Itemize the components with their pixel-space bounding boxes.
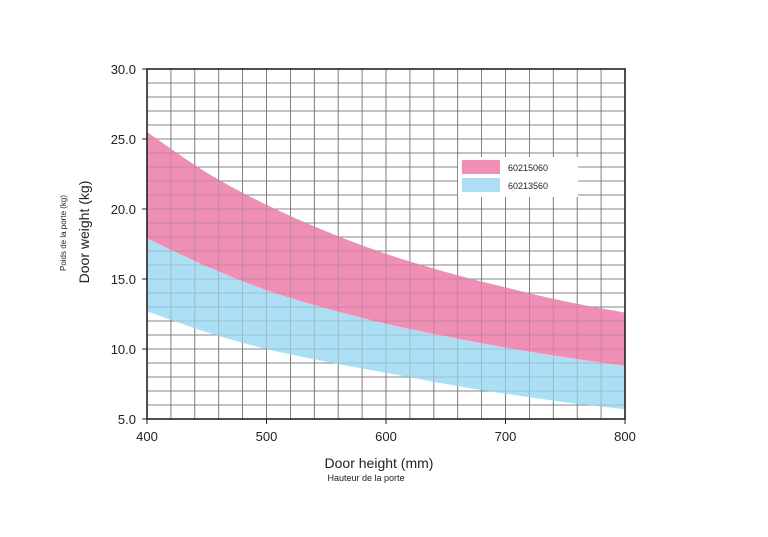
y-tick-label: 30.0 xyxy=(111,62,136,77)
x-tick-label: 500 xyxy=(256,429,278,444)
legend: 60215060 60213560 xyxy=(458,157,578,197)
legend-swatch-60213560 xyxy=(462,178,500,192)
y-tick-label: 20.0 xyxy=(111,202,136,217)
y-tick-label: 25.0 xyxy=(111,132,136,147)
bands xyxy=(147,132,625,410)
y-tick-label: 5.0 xyxy=(118,412,136,427)
y-axis-ticks: 5.0 10.0 15.0 20.0 25.0 30.0 xyxy=(111,62,147,427)
x-axis-label-fr: Hauteur de la porte xyxy=(327,473,404,483)
legend-label-60215060: 60215060 xyxy=(508,163,548,173)
x-axis-label: Door height (mm) xyxy=(325,455,434,471)
y-tick-label: 10.0 xyxy=(111,342,136,357)
band-60215060 xyxy=(147,132,625,366)
x-tick-label: 600 xyxy=(375,429,397,444)
x-tick-label: 800 xyxy=(614,429,636,444)
x-tick-label: 400 xyxy=(136,429,158,444)
grid-overlay xyxy=(147,69,625,419)
legend-label-60213560: 60213560 xyxy=(508,181,548,191)
x-tick-label: 700 xyxy=(495,429,517,444)
x-axis-ticks: 400 500 600 700 800 xyxy=(136,419,636,444)
y-axis-label: Door weight (kg) xyxy=(76,181,92,284)
band-60213560 xyxy=(147,238,625,410)
y-axis-label-fr: Poids de la porte (kg) xyxy=(59,195,68,271)
legend-swatch-60215060 xyxy=(462,160,500,174)
y-tick-label: 15.0 xyxy=(111,272,136,287)
